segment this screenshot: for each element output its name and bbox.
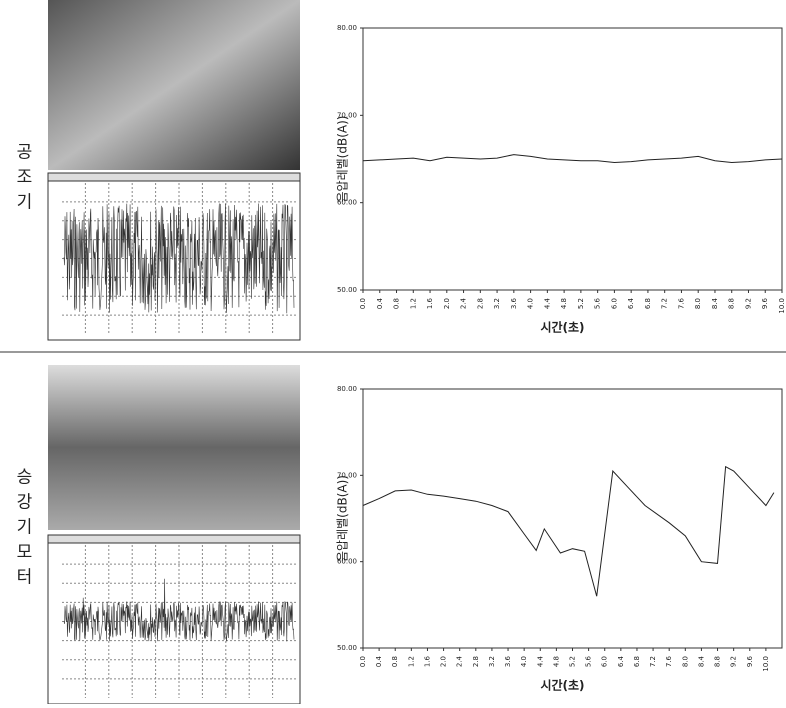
x-tick-label: 10.0 bbox=[762, 656, 770, 672]
x-tick-label: 4.4 bbox=[536, 655, 544, 667]
waveform-header bbox=[47, 534, 301, 544]
x-tick-label: 3.2 bbox=[488, 656, 496, 667]
x-axis-label: 시간(초) bbox=[540, 320, 584, 335]
x-tick-label: 6.0 bbox=[610, 298, 618, 309]
x-tick-label: 8.0 bbox=[681, 656, 689, 667]
y-tick-label: 80.00 bbox=[337, 385, 357, 393]
x-tick-label: 2.0 bbox=[443, 298, 451, 309]
x-tick-label: 5.6 bbox=[585, 655, 593, 667]
y-axis-label: 음압레벨(dB(A)) bbox=[336, 116, 350, 203]
x-tick-label: 4.0 bbox=[520, 656, 528, 667]
x-tick-label: 7.6 bbox=[665, 655, 673, 667]
y-axis-label: 음압레벨(dB(A)) bbox=[336, 475, 350, 562]
x-tick-label: 3.2 bbox=[493, 298, 501, 309]
plot-frame bbox=[362, 27, 783, 291]
plot-frame bbox=[362, 388, 783, 649]
x-axis-label: 시간(초) bbox=[540, 678, 584, 693]
x-tick-label: 2.0 bbox=[440, 656, 448, 667]
x-tick-label: 5.6 bbox=[594, 297, 602, 309]
x-tick-label: 9.2 bbox=[730, 656, 738, 667]
data-line bbox=[362, 154, 783, 164]
waveform-image bbox=[47, 172, 301, 341]
x-tick-label: 9.2 bbox=[744, 298, 752, 309]
x-tick-label: 8.0 bbox=[694, 298, 702, 309]
x-tick-label: 6.4 bbox=[627, 297, 635, 309]
x-tick-label: 2.4 bbox=[460, 297, 468, 309]
x-tick-label: 8.4 bbox=[711, 297, 719, 309]
x-tick-label: 8.4 bbox=[697, 655, 705, 667]
y-tick-label: 50.00 bbox=[337, 644, 357, 652]
y-tick-label: 80.00 bbox=[337, 24, 357, 32]
x-tick-label: 1.2 bbox=[407, 656, 415, 667]
data-line bbox=[362, 465, 775, 597]
x-tick-label: 0.4 bbox=[375, 655, 383, 667]
x-tick-label: 4.0 bbox=[527, 298, 535, 309]
waveform-header bbox=[47, 172, 301, 182]
x-tick-label: 1.2 bbox=[409, 298, 417, 309]
x-tick-label: 0.0 bbox=[359, 298, 367, 309]
x-tick-label: 3.6 bbox=[510, 297, 518, 309]
x-tick-label: 0.0 bbox=[359, 656, 367, 667]
x-tick-label: 8.8 bbox=[714, 656, 722, 667]
y-tick-label: 70.00 bbox=[337, 111, 357, 119]
x-tick-label: 5.2 bbox=[577, 298, 585, 309]
x-tick-label: 6.8 bbox=[633, 656, 641, 667]
waveform-image bbox=[47, 534, 301, 705]
x-tick-label: 3.6 bbox=[504, 655, 512, 667]
x-tick-label: 8.8 bbox=[728, 298, 736, 309]
x-tick-label: 10.0 bbox=[778, 298, 786, 314]
waveform-trace bbox=[63, 578, 295, 642]
x-tick-label: 0.8 bbox=[391, 656, 399, 667]
x-tick-label: 7.2 bbox=[649, 656, 657, 667]
x-tick-label: 0.4 bbox=[376, 297, 384, 309]
x-tick-label: 7.6 bbox=[677, 297, 685, 309]
x-tick-label: 4.8 bbox=[560, 298, 568, 309]
x-tick-label: 9.6 bbox=[761, 297, 769, 309]
x-tick-label: 2.8 bbox=[472, 656, 480, 667]
x-tick-label: 4.8 bbox=[552, 656, 560, 667]
waveform-trace bbox=[63, 203, 295, 314]
y-tick-label: 60.00 bbox=[337, 199, 357, 207]
photo bbox=[48, 0, 300, 170]
y-tick-label: 50.00 bbox=[337, 286, 357, 294]
x-tick-label: 9.6 bbox=[746, 655, 754, 667]
waveform-frame bbox=[47, 172, 301, 341]
y-tick-label: 60.00 bbox=[337, 558, 357, 566]
x-tick-label: 4.4 bbox=[543, 297, 551, 309]
x-tick-label: 5.2 bbox=[569, 656, 577, 667]
x-tick-label: 7.2 bbox=[661, 298, 669, 309]
y-tick-label: 70.00 bbox=[337, 471, 357, 479]
x-tick-label: 2.4 bbox=[456, 655, 464, 667]
x-tick-label: 2.8 bbox=[476, 298, 484, 309]
x-tick-label: 6.8 bbox=[644, 298, 652, 309]
x-tick-label: 0.8 bbox=[393, 298, 401, 309]
photo bbox=[48, 365, 300, 530]
x-tick-label: 6.4 bbox=[617, 655, 625, 667]
row-label: 승강기모터 bbox=[12, 467, 32, 592]
x-tick-label: 1.6 bbox=[426, 297, 434, 309]
x-tick-label: 6.0 bbox=[601, 656, 609, 667]
row-label: 공조기 bbox=[12, 143, 32, 218]
x-tick-label: 1.6 bbox=[423, 655, 431, 667]
